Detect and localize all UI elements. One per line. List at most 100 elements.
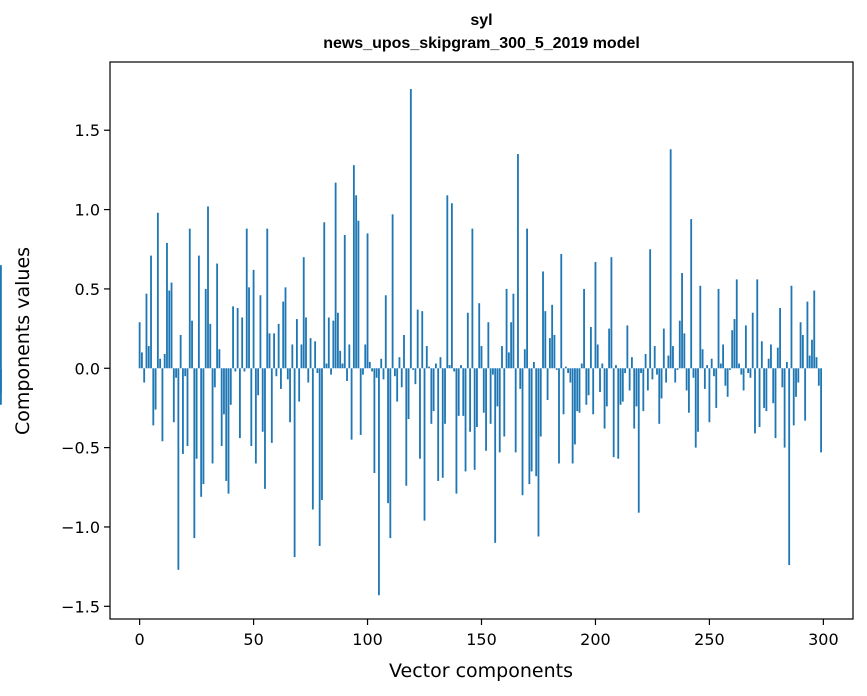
bar-252 <box>713 368 715 377</box>
bar-86 <box>334 182 337 369</box>
bar-146 <box>471 228 474 369</box>
x-tick-label: 150 <box>466 630 497 649</box>
x-tick-label: 200 <box>580 630 611 649</box>
bar-231 <box>665 368 668 383</box>
bar-119 <box>409 88 412 369</box>
bar-221 <box>642 368 645 412</box>
bar-191 <box>574 368 576 445</box>
bar-94 <box>352 165 355 369</box>
bar-266 <box>744 325 747 369</box>
bar-129 <box>432 368 435 412</box>
bar-211 <box>619 368 622 405</box>
bar-5 <box>150 255 152 369</box>
bar-83 <box>327 317 330 369</box>
bar-163 <box>510 322 513 369</box>
bar-1 <box>141 352 143 369</box>
bar-202 <box>599 368 601 393</box>
bar-144 <box>466 312 469 369</box>
bar-107 <box>382 368 385 380</box>
bar-158 <box>498 368 501 453</box>
bar-268 <box>749 368 752 378</box>
bar-78 <box>316 368 319 374</box>
bar-4 <box>147 346 150 369</box>
bar-165 <box>514 368 517 453</box>
bar-132 <box>439 357 442 369</box>
bar-152 <box>485 368 487 451</box>
x-tick-label: 0 <box>135 630 145 649</box>
y-tick-label: 1.5 <box>75 121 100 140</box>
bar-190 <box>571 368 574 464</box>
bar-28 <box>202 368 205 485</box>
bar-253 <box>715 368 718 408</box>
bar-238 <box>681 273 683 369</box>
bar-90 <box>343 234 346 369</box>
x-tick-label: 250 <box>694 630 725 649</box>
bar-70 <box>298 368 301 402</box>
bar-278 <box>772 368 775 404</box>
bar-13 <box>168 290 171 369</box>
bar-22 <box>188 228 191 369</box>
bar-296 <box>813 290 816 369</box>
bar-300 <box>0 265 2 369</box>
x-tick-label: 50 <box>243 630 263 649</box>
bar-297 <box>815 357 818 369</box>
bar-260 <box>731 330 734 369</box>
x-tick-label: 300 <box>808 630 839 649</box>
bar-47 <box>245 228 248 369</box>
bar-197 <box>587 368 590 396</box>
bar-204 <box>603 368 606 429</box>
bar-224 <box>649 249 652 369</box>
bar-80 <box>321 368 323 500</box>
bar-257 <box>724 368 727 386</box>
bar-53 <box>259 295 262 369</box>
bar-117 <box>405 368 408 486</box>
bar-292 <box>804 368 807 421</box>
bar-248 <box>703 368 706 389</box>
bar-12 <box>166 242 168 369</box>
bar-99 <box>364 344 367 369</box>
bar-174 <box>535 368 538 477</box>
bar-93 <box>350 368 353 440</box>
bar-172 <box>530 368 533 472</box>
bar-212 <box>621 368 624 402</box>
bar-264 <box>740 368 743 375</box>
bar-201 <box>596 344 599 369</box>
bar-186 <box>562 368 565 415</box>
bar-51 <box>254 368 257 464</box>
bar-76 <box>311 368 314 510</box>
bar-289 <box>797 368 800 383</box>
bar-286 <box>790 285 793 369</box>
bar-24 <box>193 368 196 539</box>
bar-141 <box>460 365 462 369</box>
bar-127 <box>428 366 430 369</box>
bar-302 <box>0 368 2 405</box>
bar-295 <box>811 339 813 369</box>
bar-72 <box>302 257 305 369</box>
bar-6 <box>152 368 155 426</box>
bars-group <box>0 88 822 596</box>
x-axis-label: Vector components <box>389 660 573 682</box>
bar-121 <box>414 368 417 385</box>
bar-77 <box>314 341 317 369</box>
bar-11 <box>163 353 166 369</box>
bar-162 <box>507 352 510 369</box>
bar-290 <box>799 322 802 369</box>
bar-239 <box>683 333 686 369</box>
bar-37 <box>223 368 225 415</box>
bar-108 <box>384 295 387 369</box>
bar-263 <box>738 363 740 369</box>
bar-92 <box>348 344 351 369</box>
bar-258 <box>726 368 729 397</box>
bar-157 <box>496 368 499 407</box>
bar-27 <box>200 368 203 497</box>
bar-34 <box>216 263 219 369</box>
bar-261 <box>733 319 736 369</box>
bar-255 <box>719 363 722 369</box>
bar-21 <box>186 368 189 447</box>
bar-15 <box>172 368 175 423</box>
bar-283 <box>783 368 786 448</box>
bar-95 <box>355 195 358 369</box>
bar-150 <box>480 346 483 369</box>
plot-frame <box>109 61 854 620</box>
